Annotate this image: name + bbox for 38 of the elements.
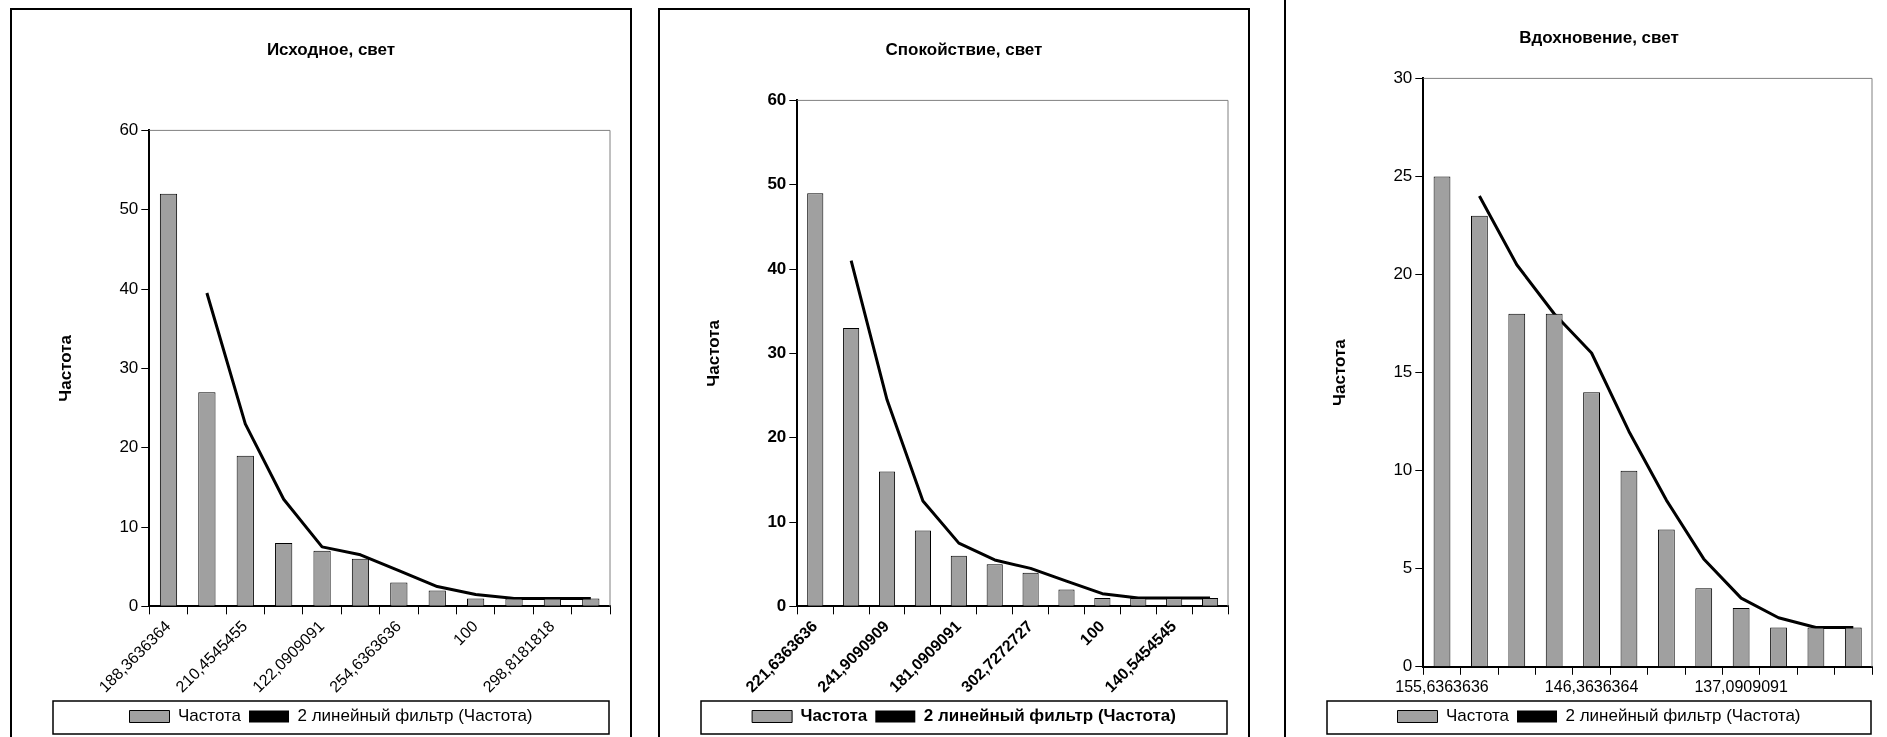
y-axis-title: Частота xyxy=(55,334,75,402)
legend-label: Частота xyxy=(178,706,242,726)
y-tick-label: 20 xyxy=(767,427,787,447)
y-tick-label: 50 xyxy=(119,199,139,219)
x-tick-label: 137,0909091 xyxy=(1694,677,1788,695)
x-tick-label: 146,3636364 xyxy=(1544,677,1639,695)
y-tick-label: 40 xyxy=(767,258,787,278)
y-tick-label: 30 xyxy=(119,358,139,378)
y-axis-title: Частота xyxy=(1329,338,1349,406)
legend-label: 2 линейный фильтр (Частота) xyxy=(1565,706,1801,726)
chart-title: Вдохновение, свет xyxy=(1519,27,1679,47)
y-tick-label: 10 xyxy=(1393,460,1413,480)
y-tick-label: 25 xyxy=(1393,166,1413,186)
y-tick-label: 40 xyxy=(119,278,139,298)
legend-label: 2 линейный фильтр (Частота) xyxy=(923,706,1176,726)
chart-title: Исходное, свет xyxy=(266,39,396,59)
y-tick-label: 50 xyxy=(767,174,787,194)
y-tick-label: 60 xyxy=(767,90,787,110)
legend-label: Частота xyxy=(800,706,868,726)
y-tick-label: 20 xyxy=(1393,264,1413,284)
x-tick-label: 155,6363636 xyxy=(1395,677,1489,695)
x-tick-label: 100 xyxy=(449,617,481,649)
y-tick-label: 20 xyxy=(119,437,139,457)
y-tick-label: 30 xyxy=(1393,68,1413,88)
y-tick-label: 10 xyxy=(767,511,787,531)
y-tick-label: 60 xyxy=(119,120,139,140)
chart-title: Спокойствие, свет xyxy=(885,39,1043,59)
legend-label: 2 линейный фильтр (Частота) xyxy=(297,706,533,726)
y-tick-label: 0 xyxy=(128,596,139,616)
y-tick-label: 0 xyxy=(1402,656,1413,676)
y-tick-label: 0 xyxy=(776,596,787,616)
legend-label: Частота xyxy=(1446,706,1510,726)
y-tick-label: 15 xyxy=(1393,362,1413,382)
y-axis-title: Частота xyxy=(703,319,723,387)
x-tick-label: 100 xyxy=(1076,617,1108,649)
y-tick-label: 5 xyxy=(1402,558,1413,578)
y-tick-label: 10 xyxy=(119,516,139,536)
y-tick-label: 30 xyxy=(767,343,787,363)
